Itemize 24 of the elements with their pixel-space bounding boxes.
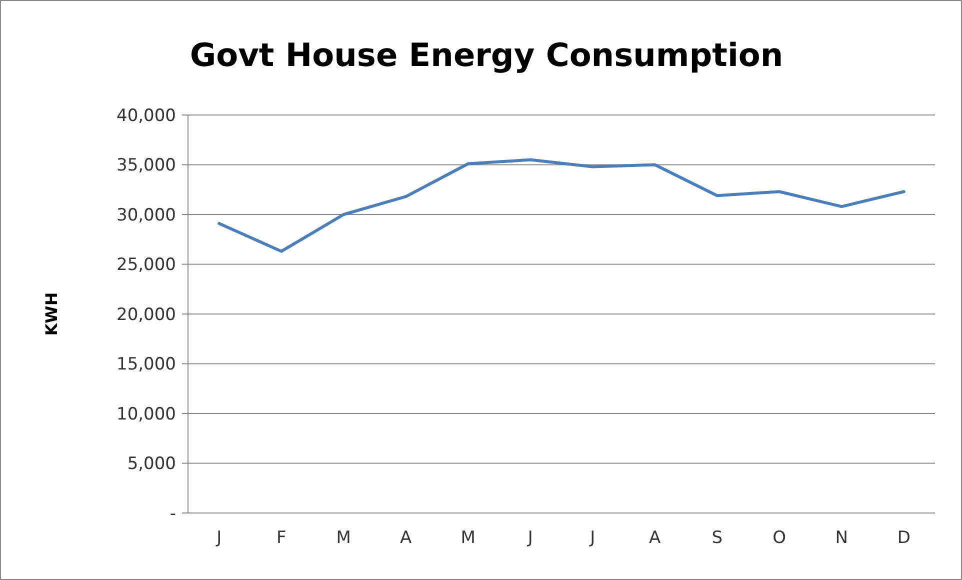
x-tick-label: J (526, 528, 533, 548)
y-tick-label: 40,000 (116, 106, 176, 126)
y-axis-title: KWH (42, 292, 61, 336)
x-tick-label: A (400, 528, 412, 548)
x-tick-label: J (216, 528, 222, 548)
y-tick-label: 10,000 (116, 404, 176, 424)
chart-title: Govt House Energy Consumption (190, 36, 784, 74)
y-tick-label: - (170, 504, 176, 524)
line-series (218, 158, 906, 253)
x-tick-label: S (712, 528, 723, 548)
y-tick-label: 25,000 (116, 255, 176, 276)
x-tick-label: N (835, 528, 848, 548)
y-tick-label: 20,000 (116, 304, 176, 325)
x-tick-label: M (336, 528, 351, 548)
y-tick-label: 5,000 (127, 454, 176, 474)
x-tick-label: J (589, 528, 596, 548)
x-tick-label: A (649, 528, 662, 548)
x-tick-label: M (460, 528, 476, 548)
x-tick-label: D (897, 528, 910, 548)
y-tick-label: 15,000 (116, 354, 176, 375)
y-tick-label: 35,000 (116, 156, 176, 176)
y-tick-label: 30,000 (116, 205, 176, 226)
x-tick-label: O (772, 528, 786, 548)
x-tick-label: F (276, 528, 286, 548)
